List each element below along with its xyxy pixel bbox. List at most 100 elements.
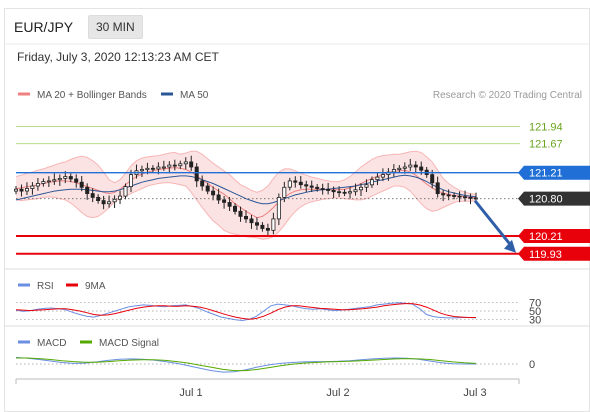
candle-body — [457, 195, 462, 198]
candle-body — [145, 167, 150, 171]
candle — [276, 193, 281, 226]
candle — [35, 178, 40, 191]
candle — [52, 173, 57, 185]
candle — [161, 160, 166, 171]
chart-header: EUR/JPY 30 MIN — [4, 8, 590, 44]
candle — [79, 176, 84, 192]
candle-body — [408, 164, 413, 168]
candle — [254, 217, 259, 230]
candle-body — [238, 210, 243, 217]
x-axis: Jul 1 Jul 2 Jul 3 — [15, 378, 520, 399]
candle-body — [342, 191, 347, 194]
candle-body — [347, 191, 352, 194]
candle-body — [249, 218, 254, 224]
candle — [402, 162, 407, 174]
candle — [19, 184, 24, 197]
price-level-121-67: 121.67 — [16, 139, 563, 151]
candle — [139, 165, 144, 177]
rsi-line — [15, 302, 477, 322]
candle-body — [441, 193, 446, 196]
candle-body — [446, 194, 451, 197]
candle — [353, 183, 358, 196]
candle — [342, 189, 347, 197]
timeframe-button[interactable]: 30 MIN — [88, 15, 143, 39]
candle-body — [41, 181, 46, 184]
candle-body — [309, 185, 314, 188]
candle — [85, 183, 90, 200]
bollinger-upper-line — [15, 150, 477, 195]
candle-body — [282, 186, 287, 198]
candle-body — [232, 205, 237, 212]
candle-body — [123, 186, 128, 197]
forecast-arrow-head — [504, 239, 516, 253]
legend-bollinger-label: MA 20 + Bollinger Bands — [37, 90, 147, 101]
legend-ma50-label: MA 50 — [180, 90, 209, 101]
rsi-level-label-50: 50 — [529, 306, 541, 318]
price-level-120-80: 120.80 — [16, 191, 590, 206]
candle-body — [397, 167, 402, 171]
candle — [358, 183, 363, 196]
candle-body — [156, 166, 161, 170]
candle-body — [118, 195, 123, 200]
macd-plot: 0 — [15, 356, 535, 373]
candle — [462, 190, 467, 202]
candle-body — [161, 166, 166, 169]
candle — [46, 176, 51, 187]
candle-body — [189, 161, 194, 168]
legend-9ma-label: 9MA — [85, 281, 106, 292]
candle — [380, 168, 385, 182]
candle-body — [68, 176, 73, 180]
support-badge — [518, 229, 590, 244]
price-level-121-94: 121.94 — [16, 121, 563, 133]
candle — [375, 172, 380, 186]
candle — [74, 174, 79, 188]
candle — [41, 178, 46, 187]
candle-body — [413, 164, 418, 168]
candle — [178, 160, 183, 169]
research-credit: Research © 2020 Trading Central — [433, 90, 582, 101]
candle-body — [293, 180, 298, 183]
candle-body — [391, 169, 396, 173]
candle-body — [85, 186, 90, 195]
candle — [260, 222, 265, 232]
candle — [315, 184, 320, 192]
candle — [205, 182, 210, 195]
candle — [364, 179, 369, 192]
candle-body — [265, 227, 270, 231]
legend-macd: MACD — [18, 338, 66, 349]
last-price-badge-label: 120.80 — [529, 194, 563, 206]
candle — [391, 164, 396, 177]
candle-body — [52, 179, 57, 182]
candle — [101, 195, 106, 210]
rsi-9ma-line — [15, 303, 476, 320]
candle-body — [79, 181, 84, 188]
pivot-badge — [518, 165, 590, 180]
legend-ma50: MA 50 — [161, 90, 209, 101]
candle-body — [430, 174, 435, 184]
candle-body — [200, 180, 205, 187]
x-tick-jul2: Jul 2 — [326, 387, 349, 399]
candle — [309, 180, 314, 192]
candle-body — [178, 163, 183, 167]
x-tick-jul1: Jul 1 — [179, 387, 202, 399]
candle — [13, 186, 18, 195]
candle-body — [194, 166, 199, 182]
candle — [227, 197, 232, 211]
candle — [107, 195, 112, 208]
candle-body — [298, 181, 303, 186]
candle-body — [369, 179, 374, 186]
candle-body — [107, 201, 112, 205]
candle-body — [375, 176, 380, 181]
candle — [397, 165, 402, 173]
candle — [24, 182, 29, 195]
legend-9ma: 9MA — [66, 281, 106, 292]
rsi-level-label-70: 70 — [529, 297, 541, 309]
candle — [441, 189, 446, 202]
candle — [326, 183, 331, 195]
candle-body — [101, 200, 106, 205]
candle — [123, 183, 128, 200]
candle — [287, 177, 292, 191]
candle-body — [90, 193, 95, 198]
candle-body — [243, 215, 248, 220]
